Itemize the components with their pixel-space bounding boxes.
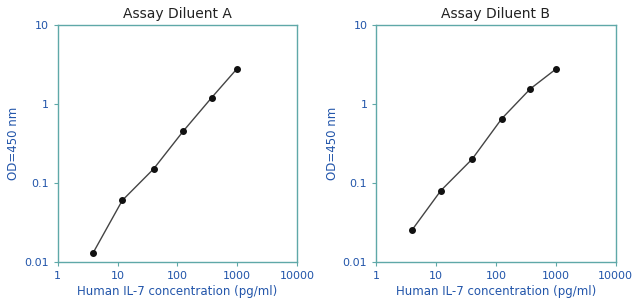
X-axis label: Human IL-7 concentration (pg/ml): Human IL-7 concentration (pg/ml) [77,285,278,298]
Title: Assay Diluent B: Assay Diluent B [442,7,550,21]
Y-axis label: OD=450 nm: OD=450 nm [326,107,339,180]
Title: Assay Diluent A: Assay Diluent A [123,7,232,21]
Y-axis label: OD=450 nm: OD=450 nm [7,107,20,180]
X-axis label: Human IL-7 concentration (pg/ml): Human IL-7 concentration (pg/ml) [396,285,596,298]
